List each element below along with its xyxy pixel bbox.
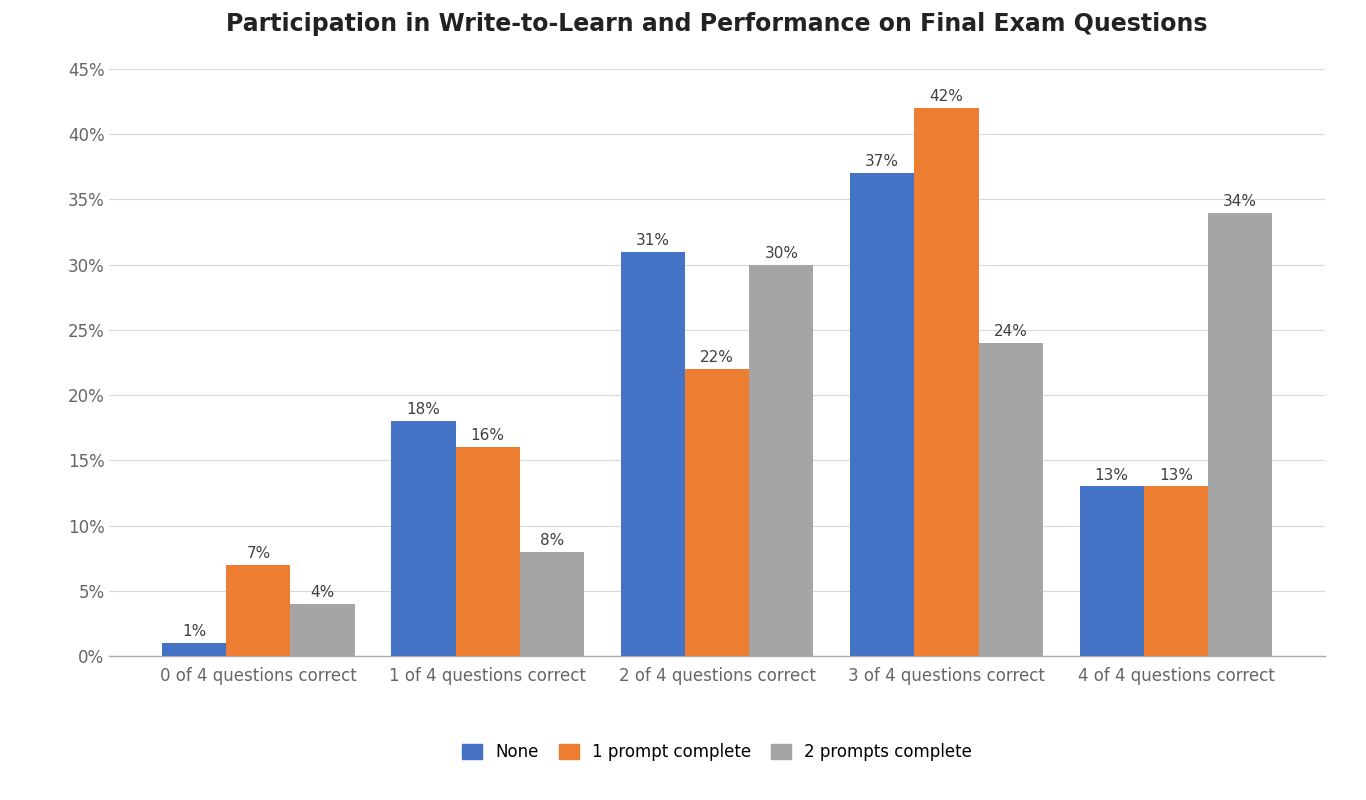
Text: 22%: 22%: [701, 350, 734, 365]
Bar: [1208, 213, 1272, 656]
Bar: [684, 369, 750, 656]
Text: 16%: 16%: [471, 428, 505, 443]
Bar: [456, 447, 520, 656]
Text: 42%: 42%: [930, 90, 963, 104]
Bar: [914, 108, 978, 656]
Text: 13%: 13%: [1094, 467, 1128, 482]
Bar: [163, 643, 227, 656]
Bar: [392, 422, 456, 656]
Text: 34%: 34%: [1223, 194, 1257, 209]
Text: 31%: 31%: [637, 233, 669, 248]
Bar: [1143, 486, 1208, 656]
Bar: [291, 604, 355, 656]
Bar: [750, 265, 814, 656]
Text: 18%: 18%: [407, 402, 440, 418]
Text: 30%: 30%: [765, 246, 798, 261]
Bar: [227, 565, 291, 656]
Text: 37%: 37%: [865, 154, 899, 170]
Bar: [850, 174, 914, 656]
Text: 7%: 7%: [246, 546, 270, 561]
Bar: [1079, 486, 1143, 656]
Text: 24%: 24%: [994, 324, 1027, 339]
Title: Participation in Write-to-Learn and Performance on Final Exam Questions: Participation in Write-to-Learn and Perf…: [227, 12, 1208, 36]
Bar: [620, 252, 684, 656]
Text: 4%: 4%: [310, 585, 335, 600]
Bar: [520, 552, 585, 656]
Text: 8%: 8%: [540, 533, 564, 548]
Bar: [978, 343, 1042, 656]
Legend: None, 1 prompt complete, 2 prompts complete: None, 1 prompt complete, 2 prompts compl…: [455, 736, 979, 768]
Text: 1%: 1%: [182, 624, 206, 639]
Text: 13%: 13%: [1158, 467, 1193, 482]
